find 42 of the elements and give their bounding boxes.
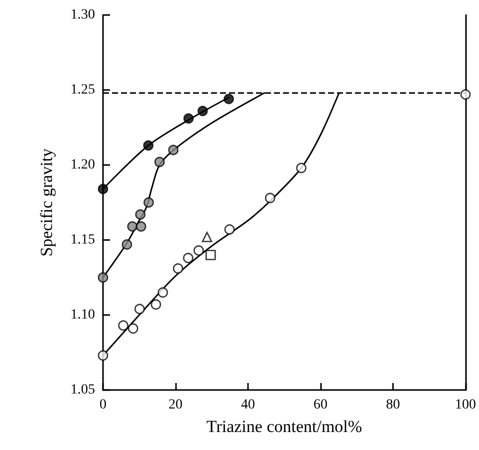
point (150, 299, 162, 310)
x-axis-title: Triazine content/mol% (206, 417, 362, 436)
point (183, 252, 194, 264)
point (158, 287, 168, 298)
point (224, 94, 234, 104)
y-axis-title: Specific gravity (37, 148, 56, 257)
point (127, 221, 138, 232)
x-tick-label: 20 (168, 398, 182, 412)
point (198, 106, 208, 116)
point (98, 350, 108, 361)
y-tick-label: 1.30 (70, 8, 95, 22)
point (168, 144, 178, 156)
y-tick-label: 1.10 (70, 308, 95, 322)
x-tick-label: 0 (100, 398, 106, 412)
point (143, 140, 154, 151)
point (135, 209, 146, 220)
point (183, 113, 194, 124)
point (122, 239, 132, 250)
y-tick-label: 1.20 (70, 158, 95, 172)
point (154, 156, 165, 168)
point (172, 263, 184, 274)
point (224, 224, 235, 235)
point (144, 197, 154, 208)
point (118, 320, 128, 331)
point (296, 162, 306, 174)
point (194, 245, 204, 256)
point (136, 221, 146, 232)
x-tick-label: 60 (314, 398, 328, 412)
point (202, 232, 212, 242)
x-tick-label: 40 (241, 398, 255, 412)
point (206, 250, 216, 260)
y-tick-label: 1.15 (70, 232, 95, 248)
y-tick-label: 1.25 (70, 82, 95, 98)
x-tick-label: 100 (455, 398, 476, 412)
y-tick-label: 1.05 (70, 382, 95, 398)
point (98, 184, 108, 194)
point (134, 304, 145, 314)
x-tick-label: 80 (386, 398, 400, 412)
point (460, 89, 471, 100)
point (128, 323, 138, 334)
point (98, 272, 108, 283)
point (264, 192, 276, 204)
